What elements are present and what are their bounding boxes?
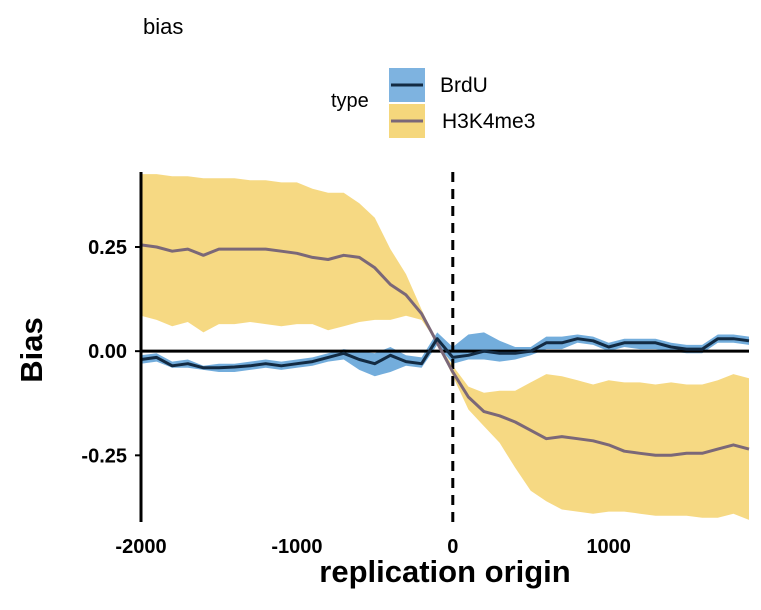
legend-label-h3k4me3: H3K4me3 — [442, 110, 535, 133]
series-line-h3k4me3 — [140, 243, 750, 457]
legend: type BrdU H3K4me3 — [331, 68, 535, 138]
x-tick-label: 1000 — [586, 536, 631, 558]
ribbon-h3k4me3 — [141, 174, 749, 520]
y-tick-label: 0.00 — [88, 341, 127, 363]
x-axis-title: replication origin — [319, 554, 570, 589]
legend-label-brdu: BrdU — [440, 74, 488, 97]
axis-ticks: -2000 -1000 0 1000 0.25 0.00 -0.25 — [81, 237, 631, 558]
x-tick-label: -1000 — [271, 536, 322, 558]
y-tick-label: -0.25 — [81, 445, 127, 467]
y-tick-label: 0.25 — [88, 237, 127, 259]
x-tick-label: 0 — [447, 536, 458, 558]
y-axis-title: Bias — [14, 317, 49, 382]
x-tick-label: -2000 — [115, 536, 166, 558]
legend-title: type — [331, 90, 369, 112]
series-line-brdu — [140, 337, 750, 370]
chart-title: bias — [143, 14, 183, 39]
plot-area — [140, 172, 750, 522]
